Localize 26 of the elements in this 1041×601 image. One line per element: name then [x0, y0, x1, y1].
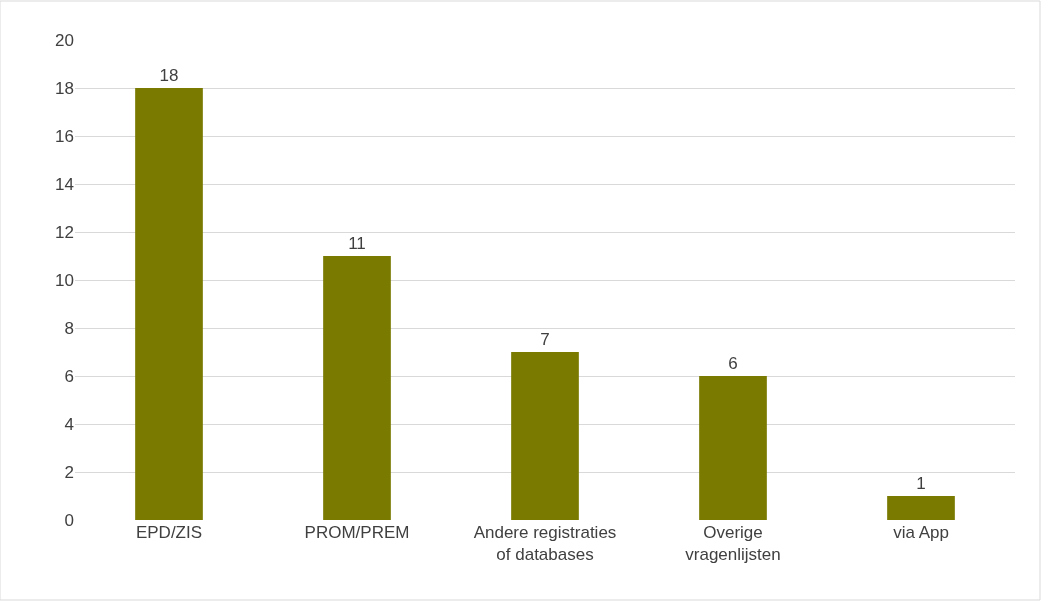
y-tick-label: 2: [64, 462, 74, 482]
y-tick-label: 10: [55, 270, 74, 290]
bar: [511, 352, 579, 520]
data-label: 18: [159, 66, 179, 85]
y-tick-label: 8: [64, 318, 74, 338]
data-label: 6: [728, 354, 738, 373]
bar: [887, 496, 955, 520]
y-tick-label: 18: [55, 78, 74, 98]
x-tick-label: PROM/PREM: [304, 523, 410, 542]
x-tick-label: EPD/ZIS: [135, 523, 203, 542]
bar: [135, 88, 203, 520]
y-tick-label: 4: [64, 414, 74, 434]
x-tick-label: Overige vragenlijsten: [685, 523, 781, 565]
y-tick-label: 6: [64, 366, 74, 386]
y-tick-label: 0: [64, 510, 74, 530]
bar: [699, 376, 767, 520]
x-tick-label: Andere registraties of databases: [473, 523, 617, 565]
y-tick-label: 14: [55, 174, 74, 194]
data-label: 7: [540, 330, 550, 349]
y-tick-label: 20: [55, 30, 74, 50]
bar: [323, 256, 391, 520]
data-label: 11: [348, 234, 366, 253]
y-tick-label: 16: [55, 126, 74, 146]
x-tick-label: via App: [893, 523, 949, 542]
data-label: 1: [916, 474, 926, 493]
y-tick-label: 12: [55, 222, 74, 242]
